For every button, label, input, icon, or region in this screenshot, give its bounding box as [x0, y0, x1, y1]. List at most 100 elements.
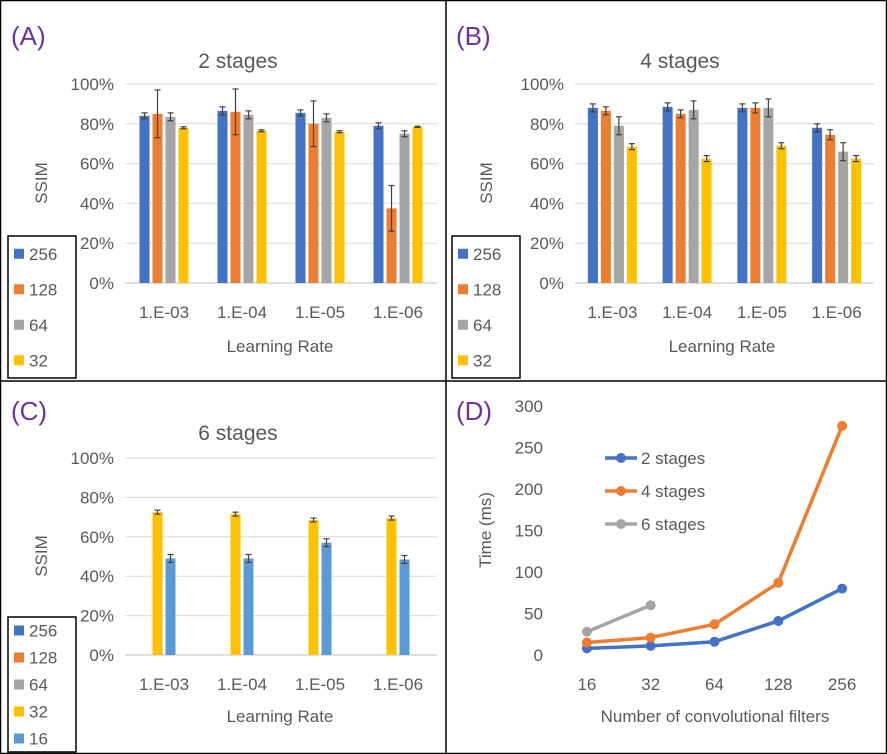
- legend-label: 16: [29, 730, 48, 749]
- bar-128-1.E-03: [600, 110, 611, 284]
- series-line-6-stages: [586, 603, 652, 634]
- legend-label: 256: [29, 245, 57, 264]
- bar-256-1.E-06: [373, 125, 384, 283]
- bar-128-1.E-04: [675, 113, 686, 283]
- bar-256-1.E-03: [587, 107, 598, 283]
- panel-letter: (D): [456, 396, 492, 426]
- legend-swatch-32: [14, 706, 24, 717]
- x-tick-label: 1.E-03: [139, 675, 189, 694]
- legend-label: 128: [29, 280, 57, 299]
- y-tick-label: 0: [534, 646, 543, 665]
- legend-label: 2 stages: [641, 449, 705, 468]
- data-point: [709, 636, 720, 647]
- bar-256-1.E-03: [139, 115, 150, 283]
- y-tick-label: 0%: [539, 274, 564, 293]
- legend-marker: [616, 486, 626, 496]
- bar-32-1.E-04: [701, 158, 712, 283]
- y-tick-label: 20%: [530, 234, 564, 253]
- y-tick-label: 80%: [80, 488, 114, 507]
- x-tick-label: 1.E-05: [295, 303, 345, 322]
- y-tick-label: 60%: [80, 528, 114, 547]
- legend-swatch-64: [14, 319, 24, 330]
- data-point: [837, 583, 848, 594]
- data-point: [709, 619, 720, 630]
- data-point: [837, 420, 848, 431]
- y-tick-label: 100%: [521, 75, 564, 94]
- x-tick-label: 1.E-05: [737, 303, 787, 322]
- legend-label: 32: [29, 351, 48, 370]
- x-tick-label: 16: [577, 675, 596, 694]
- x-tick-label: 1.E-03: [139, 303, 189, 322]
- x-tick-label: 256: [828, 675, 856, 694]
- bar-128-1.E-05: [750, 107, 761, 283]
- bar-64-1.E-06: [838, 151, 849, 283]
- bar-16-1.E-05: [321, 542, 332, 655]
- legend-label: 64: [473, 316, 492, 335]
- bar-32-1.E-03: [178, 127, 189, 283]
- y-tick-label: 80%: [80, 115, 114, 134]
- data-point: [645, 600, 656, 611]
- y-tick-label: 150: [515, 522, 543, 541]
- x-tick-label: 1.E-04: [217, 675, 267, 694]
- x-axis-title: Learning Rate: [227, 707, 334, 726]
- legend-swatch-256: [458, 248, 468, 259]
- y-tick-label: 0%: [89, 646, 114, 665]
- y-tick-label: 200: [515, 480, 543, 499]
- x-tick-label: 1.E-05: [295, 675, 345, 694]
- x-axis-title: Learning Rate: [227, 337, 334, 356]
- y-tick-label: 40%: [80, 194, 114, 213]
- data-point: [773, 615, 784, 626]
- y-tick-label: 50: [524, 605, 543, 624]
- bar-32-1.E-04: [230, 514, 241, 655]
- bar-32-1.E-03: [152, 512, 163, 655]
- y-tick-label: 250: [515, 439, 543, 458]
- legend-label: 32: [29, 703, 48, 722]
- y-tick-label: 100%: [71, 449, 114, 468]
- legend-swatch-128: [14, 652, 24, 663]
- bar-32-1.E-04: [256, 130, 267, 283]
- panel-letter: (B): [456, 21, 491, 51]
- y-tick-label: 80%: [530, 115, 564, 134]
- legend-label: 128: [29, 649, 57, 668]
- x-tick-label: 64: [705, 675, 724, 694]
- legend-label: 64: [29, 676, 48, 695]
- bar-64-1.E-05: [321, 117, 332, 283]
- legend-swatch-32: [458, 355, 468, 366]
- legend-label: 128: [473, 280, 501, 299]
- bar-64-1.E-03: [613, 125, 624, 283]
- x-tick-label: 1.E-06: [812, 303, 862, 322]
- y-axis-title: SSIM: [32, 535, 51, 577]
- panel-letter: (C): [11, 396, 47, 426]
- legend-label: 256: [473, 245, 501, 264]
- data-point: [581, 637, 592, 648]
- chart-title: 2 stages: [198, 50, 277, 73]
- legend-swatch-64: [458, 319, 468, 330]
- legend-swatch-128: [458, 284, 468, 295]
- legend-swatch-256: [14, 248, 24, 259]
- legend-label: 32: [473, 351, 492, 370]
- bar-256-1.E-04: [662, 106, 673, 283]
- data-point: [645, 632, 656, 643]
- y-axis-title: Time (ms): [476, 492, 495, 568]
- x-tick-label: 128: [764, 675, 792, 694]
- data-point: [645, 640, 656, 651]
- data-point: [581, 626, 592, 637]
- legend-marker: [616, 453, 626, 463]
- bar-128-1.E-03: [152, 113, 163, 283]
- legend-box: [7, 235, 77, 379]
- legend-swatch-64: [14, 679, 24, 690]
- x-tick-label: 32: [641, 675, 660, 694]
- y-tick-label: 20%: [80, 607, 114, 626]
- y-tick-label: 40%: [530, 194, 564, 213]
- legend-label: 6 stages: [641, 515, 705, 534]
- y-tick-label: 100%: [71, 75, 114, 94]
- y-tick-label: 40%: [80, 567, 114, 586]
- legend-box: [451, 235, 521, 379]
- bar-64-1.E-05: [763, 107, 774, 283]
- bar-16-1.E-04: [243, 558, 254, 655]
- bar-32-1.E-03: [626, 146, 637, 283]
- y-tick-label: 0%: [89, 274, 114, 293]
- bar-128-1.E-04: [230, 111, 241, 283]
- bar-32-1.E-05: [334, 131, 345, 283]
